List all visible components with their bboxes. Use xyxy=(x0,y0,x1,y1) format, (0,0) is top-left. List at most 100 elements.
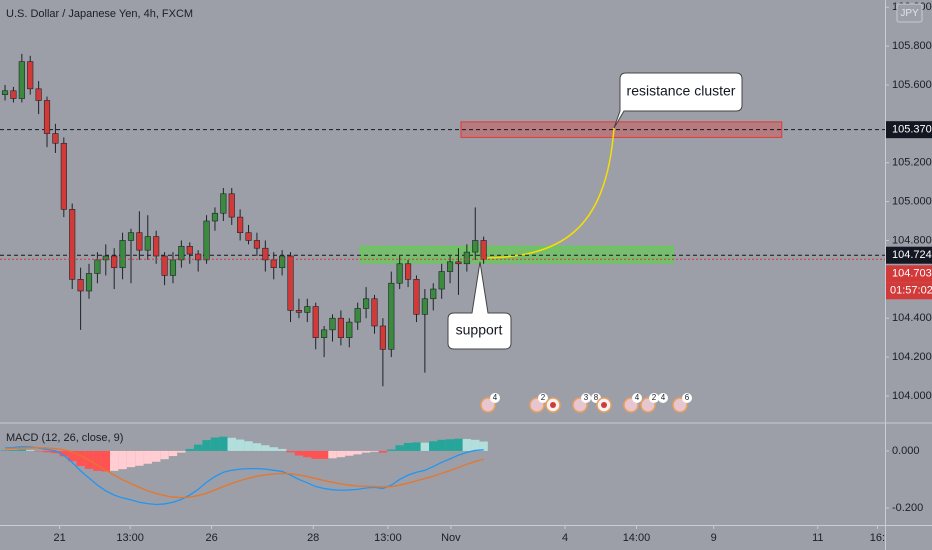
candle-body xyxy=(43,100,51,134)
macd-title: MACD (12, 26, close, 9) xyxy=(6,432,123,444)
histogram-bar xyxy=(328,450,337,459)
candle-body xyxy=(111,255,118,268)
callout-text: support xyxy=(456,322,503,338)
histogram-bar xyxy=(210,437,220,451)
histogram-bar xyxy=(109,450,119,471)
histogram-bar xyxy=(185,448,194,451)
candle-body xyxy=(220,193,227,214)
histogram-bar xyxy=(319,450,329,459)
histogram-bar xyxy=(378,450,388,453)
event-badge xyxy=(538,393,548,403)
histogram-bar xyxy=(9,450,18,451)
candle-body xyxy=(405,263,412,280)
event-count: 3 xyxy=(584,393,589,402)
chart-title: U.S. Dollar / Japanese Yen, 4h, FXCM xyxy=(6,8,193,20)
histogram-bar xyxy=(34,450,43,452)
candle-body xyxy=(287,255,294,311)
x-tick-label: 14:00 xyxy=(623,532,651,544)
last-price-box xyxy=(886,265,932,283)
candle-body xyxy=(346,321,353,338)
zone xyxy=(359,245,674,264)
candle-body xyxy=(321,329,328,338)
callout-text: resistance cluster xyxy=(627,83,736,99)
event-badge xyxy=(658,393,668,403)
histogram-bar xyxy=(277,448,287,451)
y-tick-label: 105.200 xyxy=(892,157,932,169)
projection-curve xyxy=(479,127,615,259)
event-count: 8 xyxy=(594,393,599,402)
candle-body xyxy=(195,253,202,261)
histogram-bar xyxy=(0,450,10,451)
y-tick-label: 105.600 xyxy=(892,79,932,91)
histogram-bar xyxy=(412,442,421,451)
candle-body xyxy=(211,212,219,222)
event-count: 4 xyxy=(493,393,498,402)
histogram-bar xyxy=(26,450,35,451)
histogram-bar xyxy=(303,450,312,458)
x-tick-label: 16: xyxy=(870,532,885,544)
histogram-bar xyxy=(101,450,110,472)
candle-body xyxy=(85,273,93,292)
candle-body xyxy=(69,209,76,280)
event-dot xyxy=(550,402,556,408)
y-tick-label: 104.400 xyxy=(892,312,932,324)
candle-body xyxy=(253,240,261,249)
candle-body xyxy=(144,236,151,251)
histogram-bar xyxy=(353,450,362,455)
price-label: 105.370 xyxy=(892,124,932,136)
histogram-bar xyxy=(151,450,161,462)
candle-body xyxy=(77,279,84,292)
x-tick-label: 13:00 xyxy=(374,532,402,544)
histogram-bar xyxy=(387,449,396,451)
candle-body xyxy=(237,216,244,233)
candle-body xyxy=(169,259,177,276)
candle-body xyxy=(161,255,168,276)
currency-box[interactable] xyxy=(896,3,923,23)
candle-body xyxy=(354,308,361,323)
histogram-bar xyxy=(244,441,253,451)
zones xyxy=(359,121,783,264)
histogram-bar xyxy=(202,440,211,451)
histogram-bar xyxy=(160,450,169,460)
candle-body xyxy=(35,88,42,101)
zone xyxy=(460,121,783,138)
event-count: 6 xyxy=(685,393,690,402)
candle-body xyxy=(136,232,143,251)
candle-body xyxy=(329,317,336,331)
x-tick-label: 11 xyxy=(812,532,823,544)
x-tick-label: 28 xyxy=(307,532,319,544)
candle-body xyxy=(60,142,67,210)
histogram-bar xyxy=(286,450,295,453)
histogram-bar xyxy=(437,439,446,451)
candle-body xyxy=(446,261,454,272)
y-tick-label: -0.200 xyxy=(892,502,923,514)
histogram-bar xyxy=(51,450,60,454)
candle-body xyxy=(337,317,344,338)
histogram-bar xyxy=(17,449,27,451)
x-tick-label: 21 xyxy=(53,532,65,544)
event-count: 4 xyxy=(661,393,666,402)
histogram-bar xyxy=(361,450,371,453)
histogram-bar xyxy=(345,450,354,456)
x-tick-label: 26 xyxy=(205,532,217,544)
candle-body xyxy=(480,240,487,260)
histogram-bar xyxy=(59,450,69,457)
main-pane xyxy=(0,53,885,387)
candle-body xyxy=(270,259,277,268)
histogram-bar xyxy=(311,450,320,459)
histogram-bar xyxy=(135,450,144,466)
event-count: 4 xyxy=(635,393,640,402)
candle-body xyxy=(203,220,210,261)
candle-body xyxy=(463,251,470,265)
histogram-bar xyxy=(420,442,430,451)
candle-body xyxy=(127,232,135,241)
y-tick-label: 104.800 xyxy=(892,234,932,246)
candle-body xyxy=(388,282,395,350)
candle-body xyxy=(178,245,185,261)
histogram-bar xyxy=(193,444,203,451)
countdown-box xyxy=(886,282,932,300)
histogram-bar xyxy=(395,445,404,451)
resistance-callout: resistance cluster xyxy=(613,72,743,129)
